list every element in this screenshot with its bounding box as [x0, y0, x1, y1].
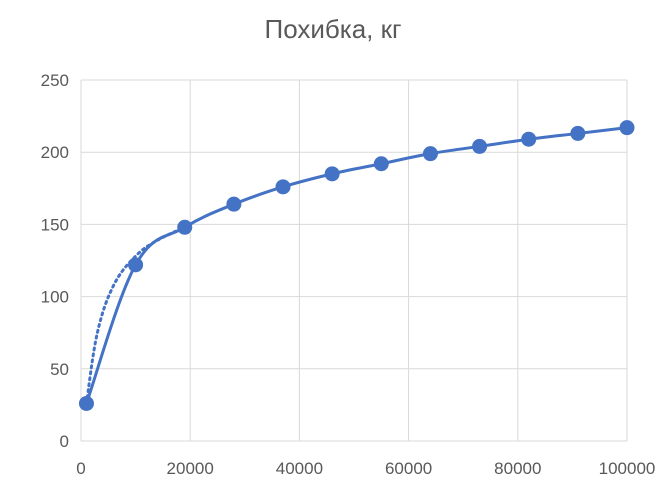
y-tick-label: 200 [41, 143, 69, 162]
data-point [275, 179, 291, 195]
y-tick-label: 50 [50, 360, 69, 379]
series-markers [78, 120, 635, 411]
data-point [521, 131, 537, 147]
y-tick-label: 100 [41, 288, 69, 307]
x-tick-label: 80000 [494, 459, 541, 478]
data-point [422, 146, 438, 162]
data-point [570, 125, 586, 141]
y-axis-tick-labels: 0 50 100 150 200 250 [41, 71, 69, 451]
x-tick-label: 100000 [599, 459, 656, 478]
data-point [128, 257, 144, 273]
data-point [472, 138, 488, 154]
y-tick-label: 250 [41, 71, 69, 90]
y-tick-label: 150 [41, 215, 69, 234]
data-point [177, 219, 193, 235]
x-tick-label: 60000 [385, 459, 432, 478]
x-tick-label: 40000 [276, 459, 323, 478]
series-line [85, 126, 628, 404]
gridlines [80, 79, 628, 442]
data-point [78, 395, 94, 411]
data-point [373, 156, 389, 172]
data-point [619, 120, 635, 136]
x-tick-label: 0 [76, 459, 85, 478]
x-tick-label: 20000 [167, 459, 214, 478]
data-point [226, 196, 242, 212]
y-tick-label: 0 [60, 432, 69, 451]
x-axis-tick-labels: 0 20000 40000 60000 80000 100000 [76, 459, 655, 478]
chart-title: Похибка, кг [264, 14, 402, 44]
data-point [324, 166, 340, 182]
trendline [84, 225, 187, 405]
